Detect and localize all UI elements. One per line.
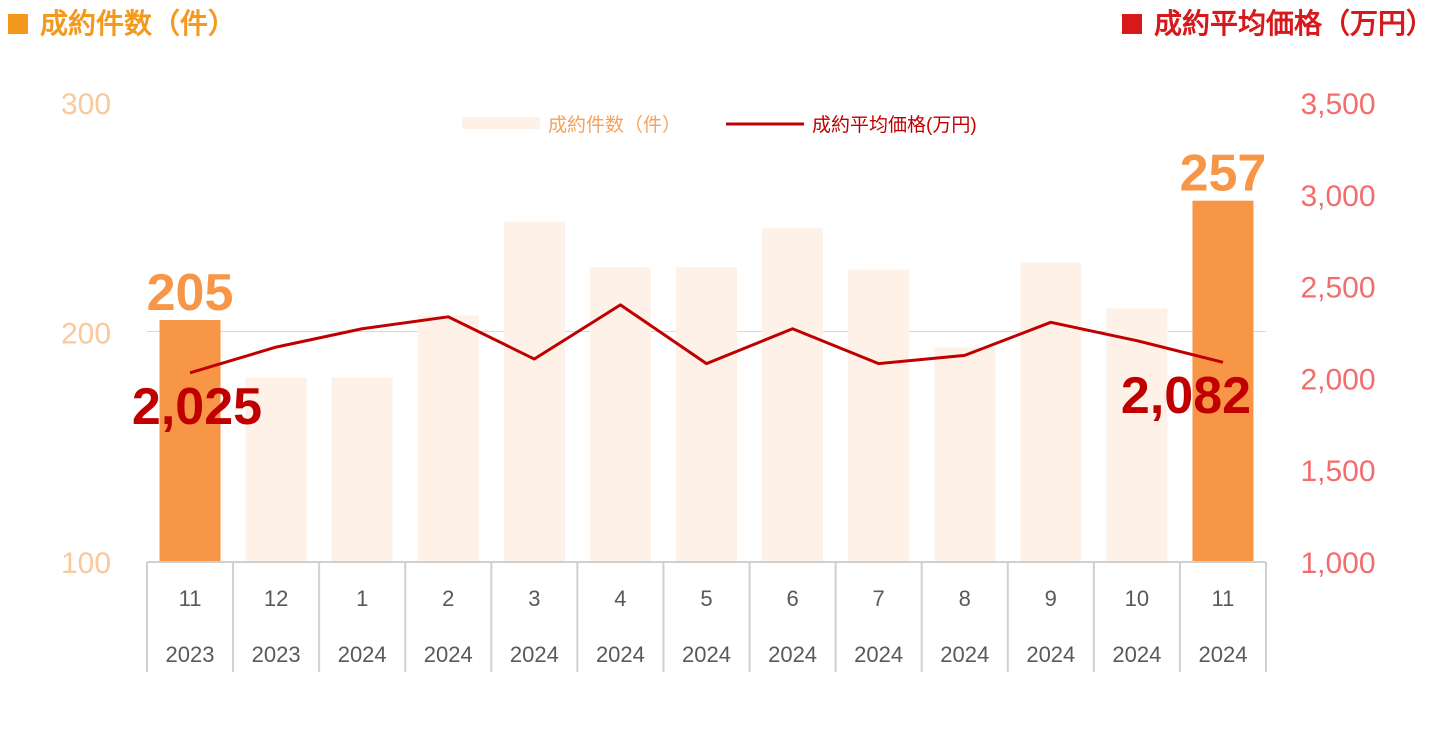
x-tick-year: 2024 xyxy=(596,642,645,667)
bar-highlight xyxy=(1192,200,1254,561)
x-tick-month: 2 xyxy=(442,586,454,611)
x-tick-year: 2024 xyxy=(338,642,387,667)
x-tick-month: 9 xyxy=(1045,586,1057,611)
bar-highlight xyxy=(159,320,221,561)
bar xyxy=(1020,262,1082,561)
right-axis-tick-label: 2,000 xyxy=(1300,363,1375,396)
legend-line-label: 成約平均価格(万円) xyxy=(812,114,977,136)
x-tick-month: 8 xyxy=(959,586,971,611)
right-axis-tick-label: 1,500 xyxy=(1300,455,1375,488)
bar xyxy=(1106,308,1168,561)
bar xyxy=(331,377,393,561)
legend-bar-swatch xyxy=(462,117,540,129)
right-header-square-icon xyxy=(1121,14,1142,34)
x-tick-year: 2024 xyxy=(682,642,731,667)
x-tick-year: 2024 xyxy=(940,642,989,667)
right-axis-tick-label: 3,000 xyxy=(1300,180,1375,213)
x-tick-month: 6 xyxy=(786,586,798,611)
right-axis-tick-label: 1,000 xyxy=(1300,547,1375,580)
bar xyxy=(934,347,996,561)
x-tick-year: 2024 xyxy=(1198,642,1247,667)
x-tick-month: 3 xyxy=(528,586,540,611)
x-tick-year: 2023 xyxy=(166,642,215,667)
x-tick-month: 7 xyxy=(873,586,885,611)
bar xyxy=(589,267,651,561)
left-axis-tick-label: 200 xyxy=(61,318,111,351)
bar xyxy=(848,269,910,561)
bar xyxy=(417,315,479,561)
x-tick-month: 5 xyxy=(700,586,712,611)
right-axis-tick-label: 2,500 xyxy=(1300,272,1375,305)
legend-bar-label: 成約件数（件） xyxy=(548,114,681,136)
x-tick-month: 1 xyxy=(356,586,368,611)
x-tick-month: 11 xyxy=(179,586,202,611)
left-axis-tick-label: 300 xyxy=(61,88,111,121)
bar xyxy=(245,377,307,561)
x-tick-month: 4 xyxy=(614,586,626,611)
left-axis-header: 成約件数（件） xyxy=(8,4,236,44)
bar xyxy=(503,221,565,561)
x-tick-year: 2024 xyxy=(1112,642,1161,667)
x-tick-year: 2024 xyxy=(510,642,559,667)
bar-data-label-last: 257 xyxy=(1180,145,1267,203)
line-data-label-last: 2,082 xyxy=(1121,367,1251,425)
left-header-title: 成約件数（件） xyxy=(40,8,237,39)
bar-data-label-first: 205 xyxy=(147,264,234,322)
line-data-label-first: 2,025 xyxy=(132,378,262,436)
x-tick-year: 2024 xyxy=(1026,642,1075,667)
bar xyxy=(676,267,737,561)
x-tick-month: 12 xyxy=(264,586,288,611)
x-tick-year: 2024 xyxy=(768,642,817,667)
x-tick-year: 2023 xyxy=(252,642,301,667)
x-tick-year: 2024 xyxy=(854,642,903,667)
left-header-square-icon xyxy=(8,14,28,34)
x-tick-year: 2024 xyxy=(424,642,473,667)
right-header-title: 成約平均価格（万円） xyxy=(1153,8,1434,39)
x-tick-month: 11 xyxy=(1212,586,1235,611)
x-tick-month: 10 xyxy=(1125,586,1149,611)
right-axis-header: 成約平均価格（万円） xyxy=(1121,4,1434,44)
bar xyxy=(762,228,824,561)
left-axis-tick-label: 100 xyxy=(61,547,111,580)
right-axis-tick-label: 3,500 xyxy=(1300,88,1375,121)
